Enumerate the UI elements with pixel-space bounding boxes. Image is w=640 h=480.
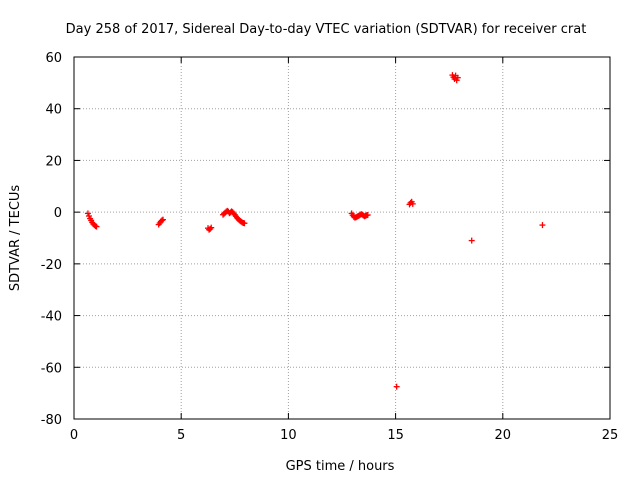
plot-frame (73, 56, 611, 420)
y-tick-label: -20 (41, 258, 62, 273)
data-point (208, 224, 215, 231)
data-points (84, 72, 546, 390)
x-tick-label: 20 (495, 428, 512, 443)
data-point (159, 216, 166, 223)
data-point (364, 211, 371, 218)
data-point (158, 217, 165, 224)
y-tick-label: 60 (45, 51, 62, 66)
y-axis-label: SDTVAR / TECUs (8, 185, 23, 292)
data-point (454, 74, 461, 81)
data-point (468, 237, 475, 244)
x-tick-label: 25 (602, 428, 619, 443)
y-tick-labels: -80 -60 -40 -20 0 20 40 60 (41, 51, 62, 428)
x-tick-label: 5 (177, 428, 185, 443)
data-point (393, 383, 400, 390)
x-tick-label: 0 (70, 428, 78, 443)
data-point (207, 225, 214, 232)
chart-title: Day 258 of 2017, Sidereal Day-to-day VTE… (66, 22, 587, 37)
x-tick-labels: 0 5 10 15 20 25 (70, 428, 618, 443)
x-tick-label: 15 (387, 428, 404, 443)
y-tick-label: -60 (41, 361, 62, 376)
data-point (241, 220, 248, 227)
axis-ticks (73, 56, 611, 420)
x-axis-label: GPS time / hours (286, 459, 395, 474)
data-point (409, 200, 416, 207)
y-tick-label: 40 (45, 103, 62, 118)
data-point (539, 222, 546, 229)
y-tick-label: -80 (41, 413, 62, 428)
y-tick-label: 20 (45, 154, 62, 169)
y-tick-label: -40 (41, 310, 62, 325)
data-point (93, 223, 100, 230)
x-tick-label: 10 (280, 428, 297, 443)
y-tick-label: 0 (54, 206, 62, 221)
grid-lines (74, 57, 610, 419)
